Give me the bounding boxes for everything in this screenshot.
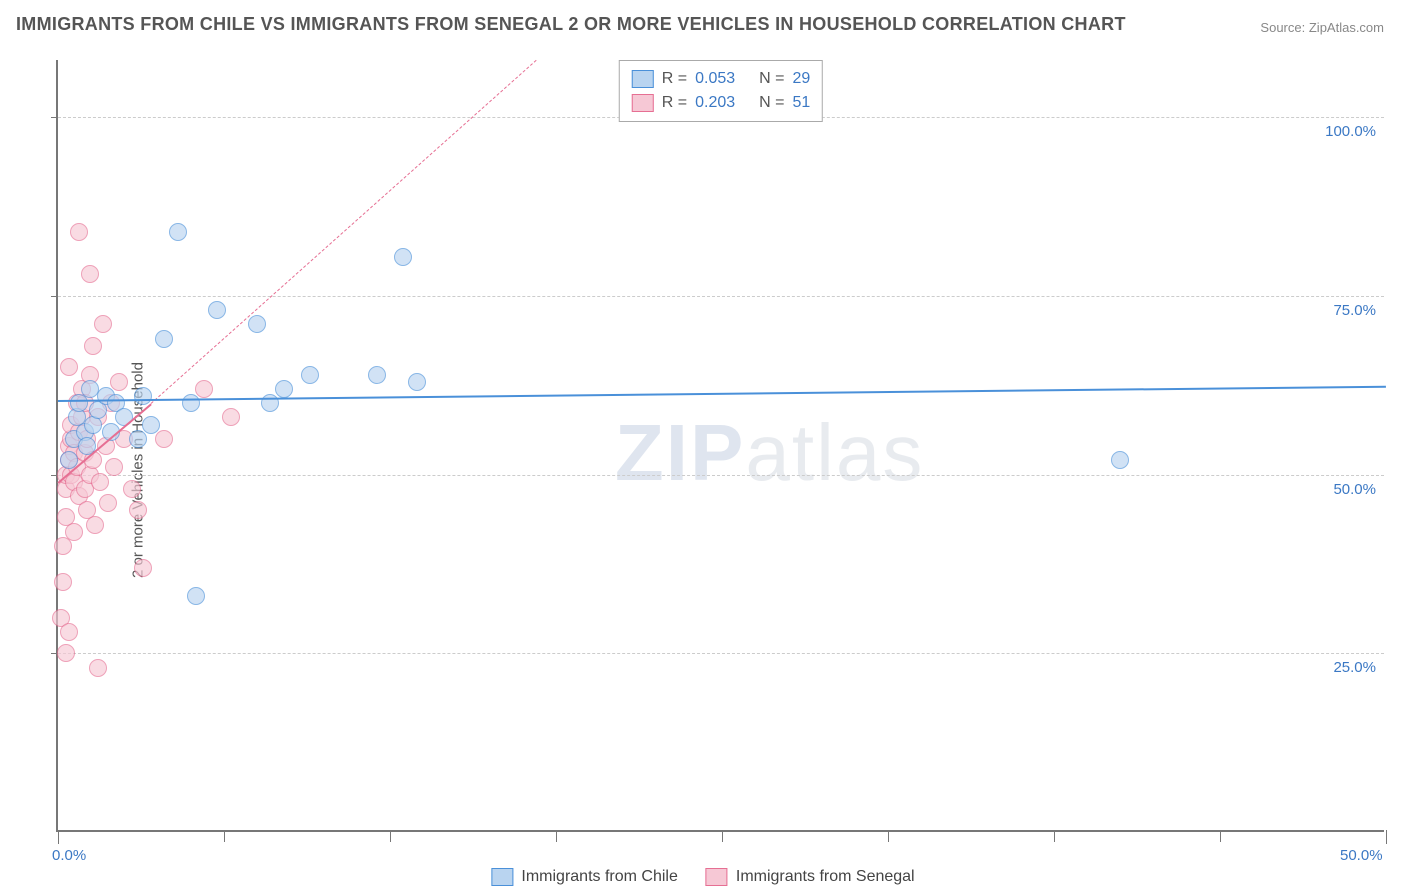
data-point-chile: [1111, 451, 1129, 469]
x-tick: [1220, 830, 1221, 842]
data-point-senegal: [70, 223, 88, 241]
data-point-chile: [134, 387, 152, 405]
data-point-chile: [187, 587, 205, 605]
legend-r-value: 0.203: [695, 91, 751, 115]
watermark-bold: ZIP: [615, 408, 745, 497]
data-point-chile: [248, 315, 266, 333]
y-tick-label: 100.0%: [1325, 123, 1376, 140]
legend-row: R = 0.203 N = 51: [632, 91, 810, 115]
gridline: [58, 296, 1384, 297]
data-point-senegal: [222, 408, 240, 426]
legend-swatch: [632, 70, 654, 88]
y-tick: [51, 117, 58, 118]
data-point-senegal: [105, 458, 123, 476]
data-point-chile: [208, 301, 226, 319]
data-point-senegal: [91, 473, 109, 491]
series-legend: Immigrants from Chile Immigrants from Sen…: [491, 868, 914, 886]
legend-r-label: R =: [662, 91, 687, 115]
legend-n-value: 29: [792, 67, 810, 91]
legend-swatch: [632, 94, 654, 112]
y-tick-label: 25.0%: [1333, 659, 1376, 676]
data-point-senegal: [60, 358, 78, 376]
chart-title: IMMIGRANTS FROM CHILE VS IMMIGRANTS FROM…: [16, 14, 1126, 35]
data-point-senegal: [123, 480, 141, 498]
y-tick-label: 75.0%: [1333, 302, 1376, 319]
trend-line: [151, 60, 537, 404]
legend-item: Immigrants from Senegal: [706, 868, 915, 886]
data-point-senegal: [195, 380, 213, 398]
data-point-senegal: [84, 337, 102, 355]
x-tick: [888, 830, 889, 842]
plot-area: ZIPatlas R = 0.053 N = 29 R = 0.203 N = 51 25.0…: [56, 60, 1384, 832]
source-value: ZipAtlas.com: [1309, 20, 1384, 35]
legend-label: Immigrants from Chile: [521, 868, 677, 886]
y-tick: [51, 296, 58, 297]
data-point-senegal: [65, 523, 83, 541]
x-tick: [390, 830, 391, 842]
legend-label: Immigrants from Senegal: [736, 868, 915, 886]
data-point-senegal: [57, 644, 75, 662]
data-point-chile: [301, 366, 319, 384]
data-point-chile: [394, 248, 412, 266]
legend-row: R = 0.053 N = 29: [632, 67, 810, 91]
legend-n-label: N =: [759, 91, 784, 115]
trend-line: [58, 385, 1386, 401]
data-point-senegal: [60, 623, 78, 641]
x-tick-label: 50.0%: [1340, 847, 1383, 864]
legend-n-label: N =: [759, 67, 784, 91]
legend-r-label: R =: [662, 67, 687, 91]
data-point-senegal: [54, 573, 72, 591]
data-point-chile: [155, 330, 173, 348]
legend-item: Immigrants from Chile: [491, 868, 677, 886]
x-tick: [1054, 830, 1055, 842]
watermark-rest: atlas: [745, 408, 924, 497]
x-tick: [556, 830, 557, 842]
legend-swatch: [706, 868, 728, 886]
source-attribution: Source: ZipAtlas.com: [1260, 20, 1384, 35]
data-point-senegal: [94, 315, 112, 333]
data-point-senegal: [81, 265, 99, 283]
legend-r-value: 0.053: [695, 67, 751, 91]
data-point-chile: [169, 223, 187, 241]
x-tick-label: 0.0%: [52, 847, 86, 864]
y-tick-label: 50.0%: [1333, 481, 1376, 498]
correlation-legend: R = 0.053 N = 29 R = 0.203 N = 51: [619, 60, 823, 122]
watermark: ZIPatlas: [615, 407, 924, 499]
data-point-senegal: [86, 516, 104, 534]
data-point-senegal: [89, 659, 107, 677]
data-point-senegal: [110, 373, 128, 391]
data-point-senegal: [129, 501, 147, 519]
data-point-senegal: [134, 559, 152, 577]
data-point-chile: [129, 430, 147, 448]
chart-container: 2 or more Vehicles in Household ZIPatlas…: [0, 48, 1406, 892]
gridline: [58, 475, 1384, 476]
gridline: [58, 653, 1384, 654]
x-tick: [58, 830, 59, 844]
data-point-chile: [368, 366, 386, 384]
data-point-chile: [408, 373, 426, 391]
data-point-chile: [182, 394, 200, 412]
legend-n-value: 51: [792, 91, 810, 115]
data-point-senegal: [155, 430, 173, 448]
x-tick: [722, 830, 723, 842]
data-point-chile: [275, 380, 293, 398]
source-label: Source:: [1260, 20, 1305, 35]
data-point-chile: [142, 416, 160, 434]
x-tick: [1386, 830, 1387, 844]
data-point-senegal: [99, 494, 117, 512]
legend-swatch: [491, 868, 513, 886]
x-tick: [224, 830, 225, 842]
